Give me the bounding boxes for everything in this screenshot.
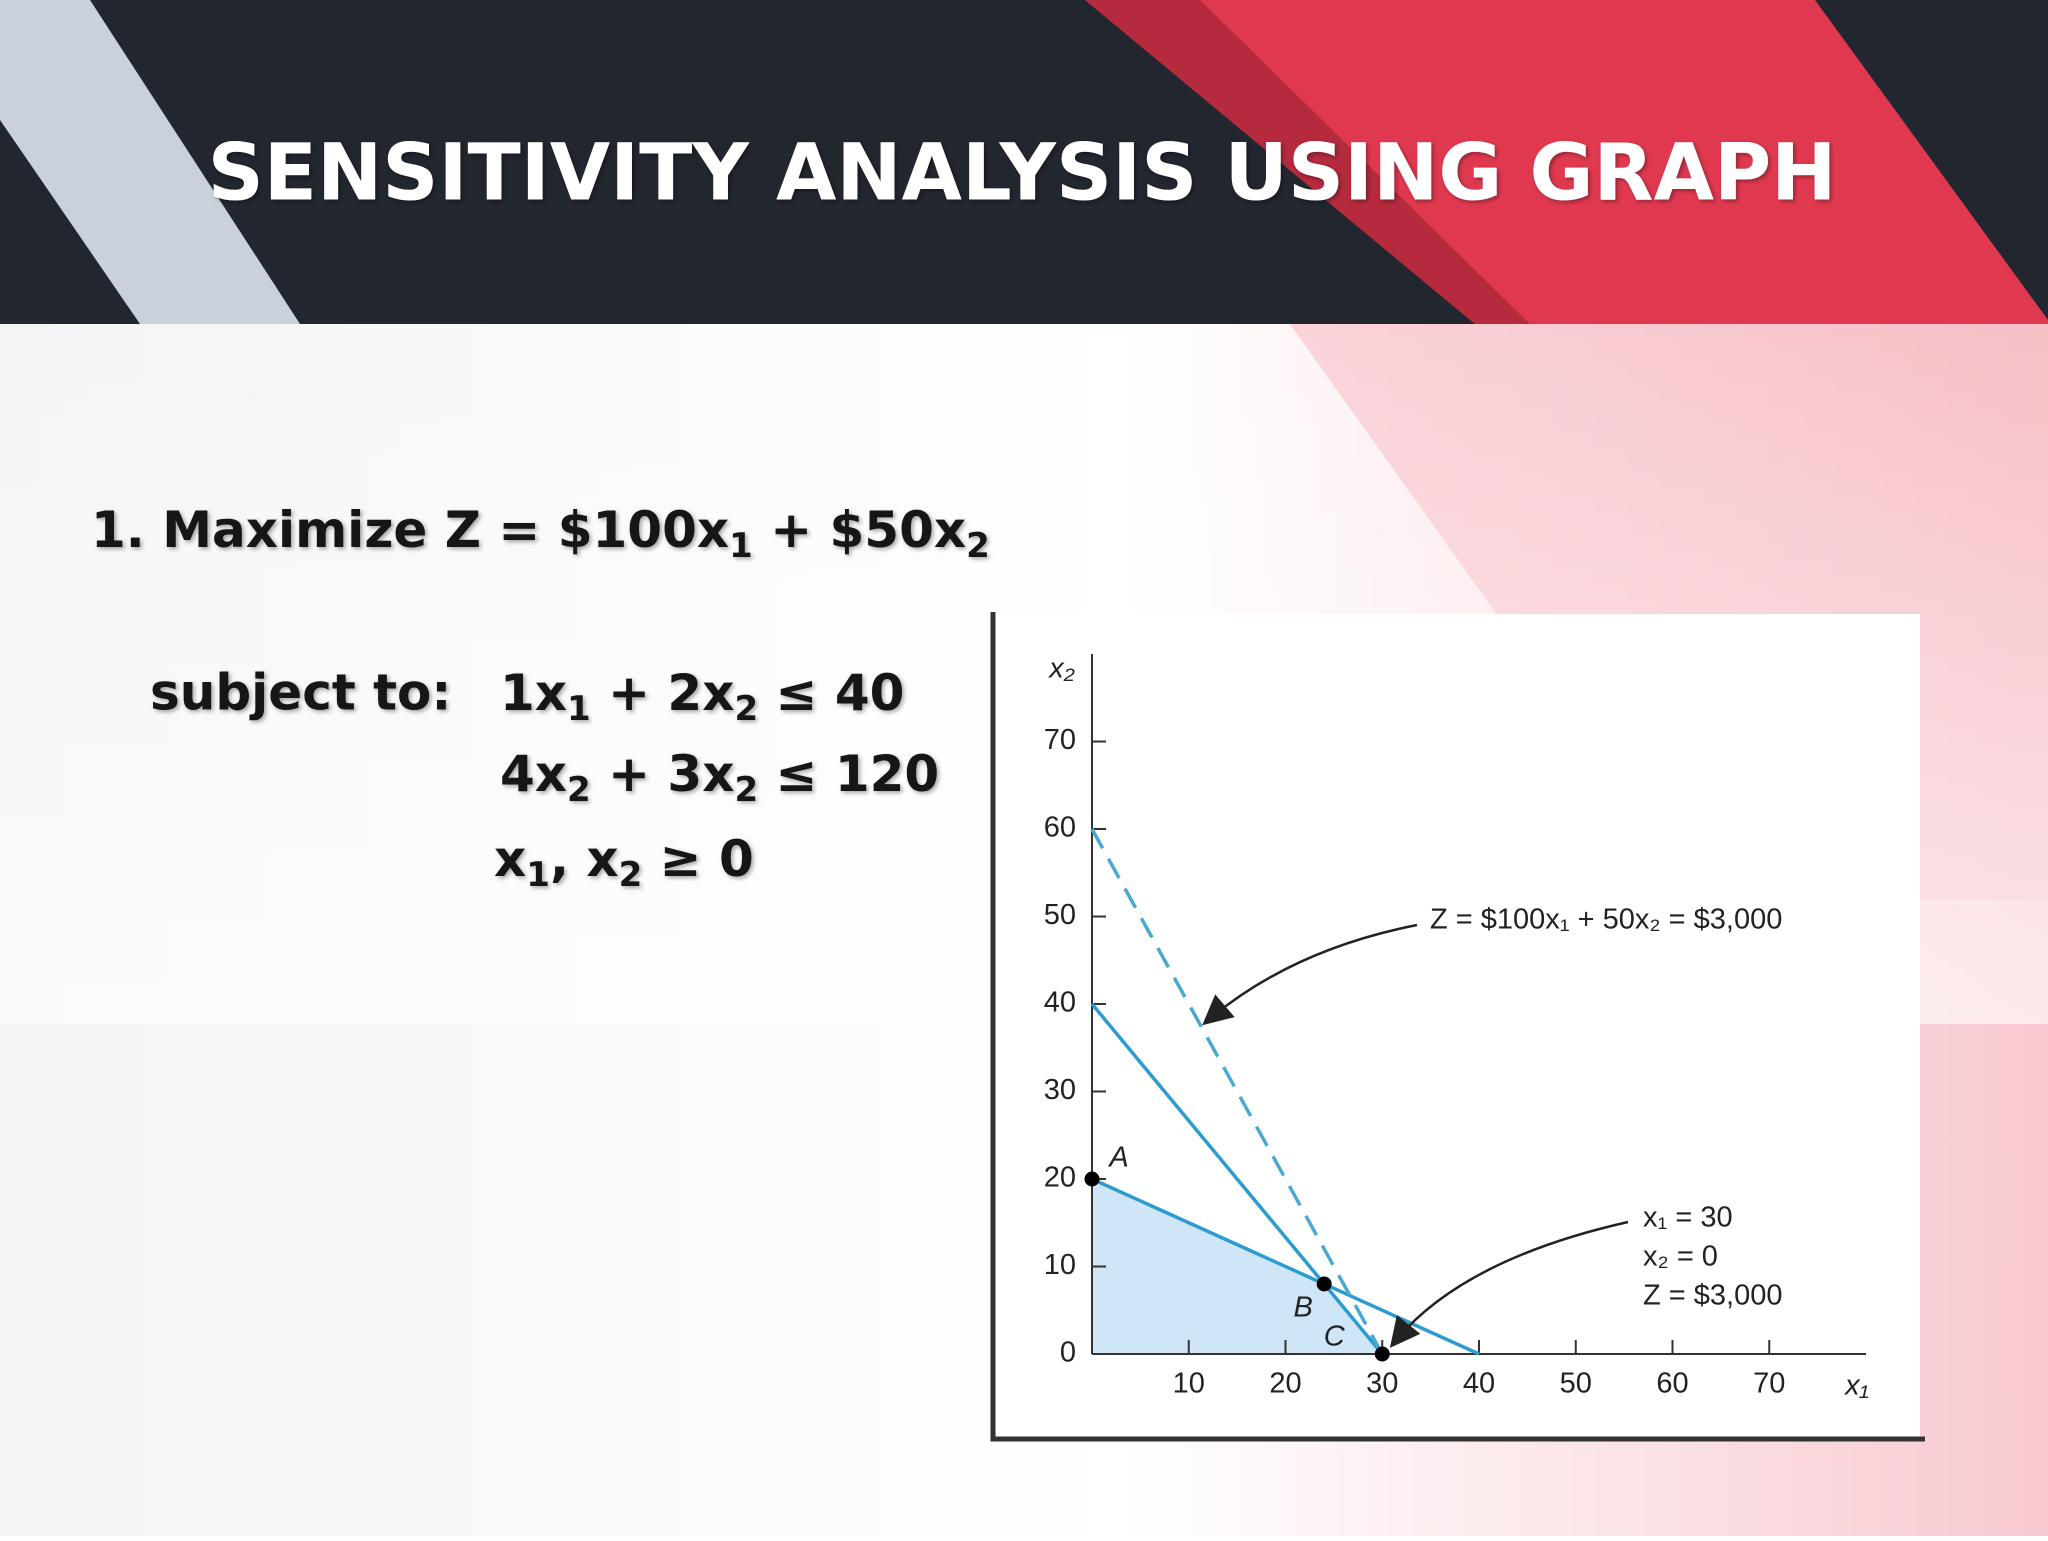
solution-annotation: x₁ = 30	[1643, 1202, 1733, 1234]
y-tick-label: 10	[1044, 1249, 1076, 1281]
objective-annotation: Z = $100x₁ + 50x₂ = $3,000	[1430, 904, 1782, 936]
x-tick-label: 40	[1463, 1368, 1495, 1400]
slide-title: SENSITIVITY ANALYSIS USING GRAPH	[208, 128, 1837, 218]
x-axis-label: x₁	[1843, 1370, 1869, 1402]
solution-annotation: x₂ = 0	[1643, 1241, 1718, 1273]
y-tick-label: 50	[1044, 899, 1076, 931]
text-run: , x	[550, 830, 619, 888]
solution-annotation: Z = $3,000	[1643, 1280, 1782, 1312]
y-tick-label: 60	[1044, 812, 1076, 844]
y-tick-label: 70	[1044, 724, 1076, 756]
text-run: x	[494, 830, 526, 888]
corner-point	[1316, 1276, 1332, 1292]
subscript: 1	[526, 855, 550, 895]
subscript: 2	[619, 855, 643, 895]
header-red-stripe	[1085, 0, 2048, 324]
constraint: 4x2 + 3x2 ≤ 120	[500, 745, 939, 810]
x-tick-label: 10	[1173, 1368, 1205, 1400]
constraint: 1x1 + 2x2 ≤ 40	[500, 664, 904, 729]
annotation-arrow	[1202, 923, 1418, 1026]
y-tick-label: 40	[1044, 987, 1076, 1019]
point-label: B	[1294, 1292, 1313, 1324]
feasible-region	[1092, 1179, 1383, 1354]
annotation-arrow	[1389, 1220, 1629, 1348]
frame-shadow	[990, 612, 1925, 1442]
subscript: 2	[734, 770, 758, 810]
constraint: x1, x2 ≥ 0	[494, 830, 754, 895]
text-run: 1. Maximize Z = $100x	[91, 501, 729, 559]
text-run: 4x	[500, 745, 567, 803]
header-light-stripe	[0, 0, 300, 324]
text-run: + $50x	[753, 501, 966, 559]
corner-point	[1084, 1171, 1100, 1187]
x-tick-label: 50	[1560, 1368, 1592, 1400]
x-tick-label: 70	[1753, 1368, 1785, 1400]
text-run: ≤ 40	[758, 664, 904, 722]
text-run: ≤ 120	[758, 745, 939, 803]
subscript: 2	[966, 526, 990, 566]
header-red-shade	[1085, 0, 1530, 324]
subscript: 2	[567, 770, 591, 810]
y-tick-label: 20	[1044, 1162, 1076, 1194]
y-axis-label: x₂	[1047, 653, 1075, 685]
point-label: A	[1107, 1142, 1128, 1174]
text-run: ≥ 0	[642, 830, 754, 888]
y-tick-label: 0	[1060, 1337, 1076, 1369]
subject-label: subject to:	[150, 664, 451, 722]
x-tick-label: 60	[1656, 1368, 1688, 1400]
subscript: 1	[729, 526, 753, 566]
subscript: 1	[567, 689, 591, 729]
x-tick-label: 30	[1366, 1368, 1398, 1400]
text-run: + 3x	[591, 745, 735, 803]
y-tick-label: 30	[1044, 1074, 1076, 1106]
subscript: 2	[734, 689, 758, 729]
point-label: C	[1324, 1321, 1346, 1353]
text-run: + 2x	[591, 664, 735, 722]
text-run: 1x	[500, 664, 567, 722]
x-tick-label: 20	[1269, 1368, 1301, 1400]
constraint-line	[1090, 1002, 1384, 1356]
objective: 1. Maximize Z = $100x1 + $50x2	[91, 501, 990, 566]
corner-point	[1374, 1346, 1390, 1362]
